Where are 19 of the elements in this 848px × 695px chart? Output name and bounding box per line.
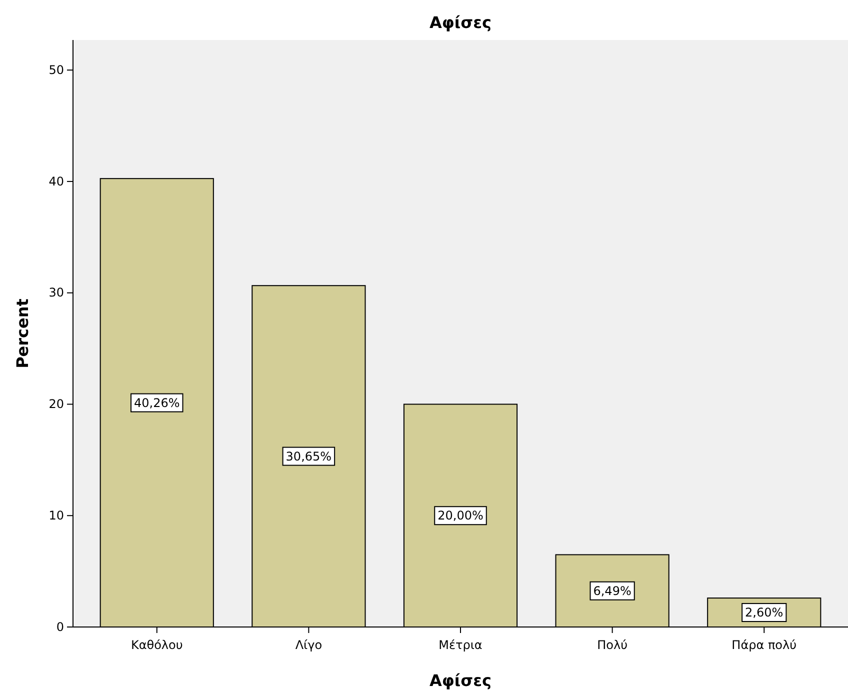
y-tick-label: 10 — [48, 508, 64, 522]
x-tick-label: Μέτρια — [438, 638, 482, 652]
y-tick-label: 0 — [56, 620, 64, 634]
y-tick-label: 20 — [48, 397, 64, 412]
x-tick-label: Λίγο — [295, 638, 322, 652]
y-tick-label: 40 — [48, 174, 64, 188]
x-tick-label: Πάρα πολύ — [732, 638, 797, 652]
data-label: 30,65% — [286, 449, 332, 464]
chart-title: Αφίσες — [430, 13, 492, 32]
x-tick-label: Καθόλου — [130, 638, 183, 652]
y-axis-title: Percent — [13, 298, 32, 368]
data-label: 6,49% — [593, 584, 632, 598]
data-label: 40,26% — [134, 396, 180, 410]
data-label: 20,00% — [438, 508, 484, 523]
x-tick-label: Πολύ — [597, 638, 628, 652]
x-axis-title: Αφίσες — [430, 671, 492, 690]
data-label: 2,60% — [745, 606, 784, 620]
y-tick-label: 50 — [48, 62, 64, 77]
y-tick-label: 30 — [48, 286, 64, 300]
